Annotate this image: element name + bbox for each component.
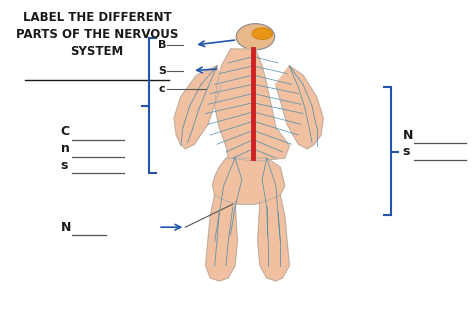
Polygon shape [206, 195, 237, 281]
Text: LABEL THE DIFFERENT
PARTS OF THE NERVOUS
SYSTEM: LABEL THE DIFFERENT PARTS OF THE NERVOUS… [16, 11, 178, 58]
Text: S: S [158, 65, 166, 76]
Text: s: s [61, 159, 68, 172]
Polygon shape [212, 158, 285, 204]
Text: c: c [158, 84, 165, 94]
Ellipse shape [252, 28, 273, 39]
Text: C: C [61, 126, 70, 139]
Polygon shape [276, 66, 323, 149]
Text: B: B [158, 40, 166, 50]
Text: n: n [61, 142, 70, 155]
Ellipse shape [236, 24, 274, 50]
Polygon shape [258, 195, 289, 281]
Text: N: N [61, 221, 71, 234]
Text: s: s [402, 145, 410, 158]
Text: N: N [402, 129, 413, 142]
Polygon shape [174, 66, 221, 149]
Polygon shape [215, 49, 289, 161]
